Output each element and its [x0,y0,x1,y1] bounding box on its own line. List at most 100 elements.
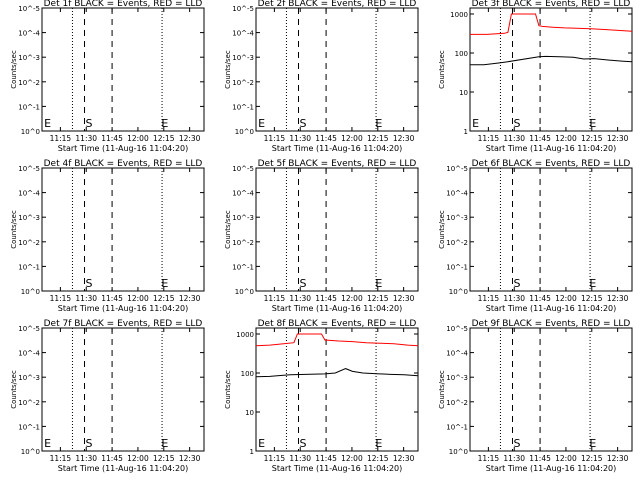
y-tick-label: 10^-2 [18,79,40,87]
event-marker-label: E [258,117,265,130]
plot-frame [41,7,205,132]
x-tick-label: 12:30 [607,134,629,143]
x-tick-label: 12:30 [393,454,415,463]
y-axis-label: Counts/sec [438,210,446,249]
x-axis-label: Start Time (11-Aug-16 11:04:20) [486,304,617,313]
event-marker-label: E [375,437,382,450]
panel-title: Det 5f BLACK = Events, RED = LLD [258,159,417,169]
y-tick-label: 10^-4 [18,350,40,358]
y-tick-label: 10^-1 [446,423,468,431]
x-tick-label: 12:30 [179,294,201,303]
x-tick-label: 12:00 [341,134,363,143]
y-tick-label: 10^-3 [18,54,40,62]
event-marker-label: S [300,437,307,450]
x-tick-label: 11:30 [503,134,525,143]
x-tick-label: 11:15 [264,454,286,463]
x-axis-label: Start Time (11-Aug-16 11:04:20) [58,464,189,473]
y-tick-label: 10^-2 [232,79,254,87]
y-tick-label: 10^-1 [446,263,468,271]
y-axis-label: Counts/sec [438,50,446,89]
event-marker-label: S [86,277,93,290]
x-tick-label: 11:45 [315,294,337,303]
y-tick-label: 10^0 [449,288,468,296]
y-tick-label: 10^-4 [446,350,468,358]
x-tick-label: 12:00 [127,294,149,303]
x-tick-label: 12:15 [581,454,603,463]
x-axis-label: Start Time (11-Aug-16 11:04:20) [272,144,403,153]
x-tick-label: 12:15 [153,294,175,303]
x-tick-label: 11:45 [529,134,551,143]
y-tick-label: 10^-3 [232,54,254,62]
x-tick-label: 11:30 [503,454,525,463]
plot-frame [469,7,633,132]
y-axis-label: Counts/sec [224,50,232,89]
panel-det-7: Det 7f BLACK = Events, RED = LLD 10^0 10^-… [10,319,205,473]
y-tick-label: 10^-5 [18,5,40,13]
event-marker-label: E [44,117,51,130]
plot-frame [41,167,205,292]
x-axis-label: Start Time (11-Aug-16 11:04:20) [272,464,403,473]
x-tick-label: 11:15 [50,454,72,463]
event-marker-label: E [161,117,168,130]
x-tick-label: 11:45 [529,294,551,303]
x-tick-label: 11:45 [529,454,551,463]
panel-title: Det 1f BLACK = Events, RED = LLD [44,0,203,9]
x-tick-label: 12:15 [367,134,389,143]
event-marker-label: E [589,117,596,130]
y-tick-label: 10^-5 [18,165,40,173]
x-tick-label: 11:45 [101,134,123,143]
event-marker-label: E [161,437,168,450]
y-tick-label: 10^-3 [232,214,254,222]
y-tick-label: 10^0 [21,128,40,136]
x-tick-label: 11:30 [289,454,311,463]
y-tick-label: 10^0 [235,288,254,296]
x-tick-label: 12:00 [127,454,149,463]
y-tick-label: 10^-5 [18,325,40,333]
y-tick-label: 10^-4 [232,30,254,38]
x-tick-label: 11:15 [50,294,72,303]
y-tick-label: 10 [245,409,254,417]
x-tick-label: 12:30 [393,134,415,143]
x-tick-label: 11:30 [75,294,97,303]
x-tick-label: 11:30 [289,294,311,303]
y-tick-label: 10^0 [235,128,254,136]
y-tick-label: 10^0 [21,448,40,456]
x-tick-label: 11:15 [264,134,286,143]
event-marker-label: E [589,437,596,450]
panel-title: Det 8f BLACK = Events, RED = LLD [258,319,417,329]
x-tick-label: 11:45 [315,134,337,143]
y-tick-label: 1000 [450,11,468,19]
y-tick-label: 10 [459,89,468,97]
y-axis-label: Counts/sec [438,370,446,409]
series-line [255,368,419,378]
y-tick-label: 10^-5 [232,165,254,173]
panel-det-4: Det 4f BLACK = Events, RED = LLD 10^0 10^-… [10,159,205,313]
series-line [470,13,633,35]
event-marker-label: E [258,437,265,450]
panel-det-9: Det 9f BLACK = Events, RED = LLD 10^0 10^-… [438,319,633,473]
event-marker-label: S [86,117,93,130]
panel-det-5: Det 5f BLACK = Events, RED = LLD 10^0 10^-… [224,159,419,313]
y-axis-label: Counts/sec [224,370,232,409]
x-tick-label: 11:30 [503,294,525,303]
x-tick-label: 12:30 [179,134,201,143]
plot-frame [41,327,205,452]
panel-title: Det 9f BLACK = Events, RED = LLD [472,319,631,329]
y-axis-label: Counts/sec [224,210,232,249]
event-marker-label: S [514,437,521,450]
series-line [255,333,419,347]
panel-title: Det 2f BLACK = Events, RED = LLD [258,0,417,9]
x-tick-label: 12:15 [367,294,389,303]
series-line [470,55,633,66]
event-marker-label: S [86,437,93,450]
plot-frame [255,327,419,452]
y-axis-label: Counts/sec [10,50,18,89]
x-tick-label: 11:45 [315,454,337,463]
y-tick-label: 10^-4 [18,30,40,38]
y-tick-label: 10^-5 [446,325,468,333]
x-tick-label: 12:00 [341,454,363,463]
y-tick-label: 10^-1 [232,103,254,111]
x-axis-label: Start Time (11-Aug-16 11:04:20) [58,144,189,153]
y-tick-label: 10^-5 [232,5,254,13]
